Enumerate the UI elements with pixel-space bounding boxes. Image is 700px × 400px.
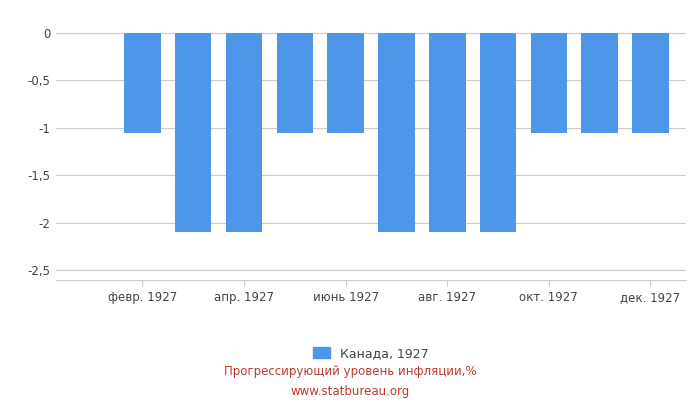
Legend: Канада, 1927: Канада, 1927 xyxy=(308,342,434,365)
Bar xyxy=(124,33,161,133)
Bar xyxy=(429,33,466,232)
Bar xyxy=(581,33,618,133)
Bar xyxy=(632,33,668,133)
Bar xyxy=(328,33,364,133)
Bar xyxy=(531,33,567,133)
Bar xyxy=(276,33,313,133)
Bar xyxy=(480,33,517,232)
Text: www.statbureau.org: www.statbureau.org xyxy=(290,386,410,398)
Bar xyxy=(175,33,211,232)
Bar xyxy=(225,33,262,232)
Text: Прогрессирующий уровень инфляции,%: Прогрессирующий уровень инфляции,% xyxy=(224,366,476,378)
Bar xyxy=(378,33,414,232)
